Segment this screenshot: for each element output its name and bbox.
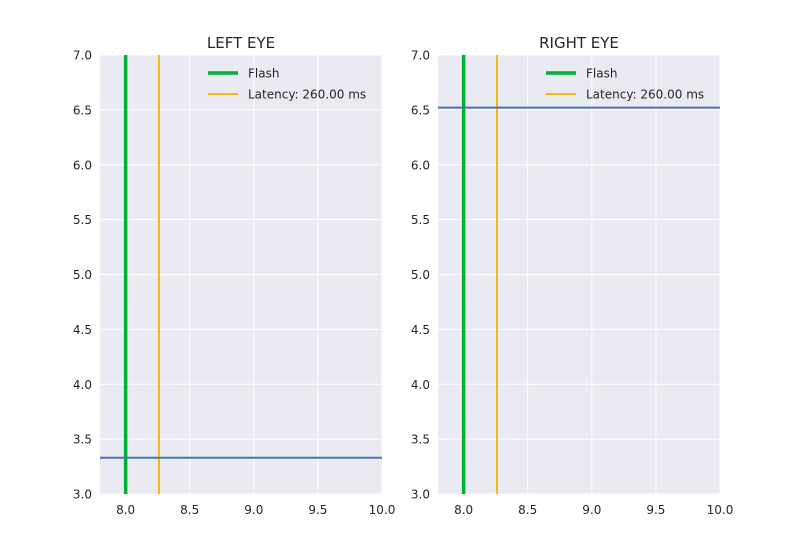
chart-panel-1: 8.0 8.5 9.0 9.5 10.0 3.0 3.5 4.0 4.5 5.0 5.5 6.0 6.5…: [73, 34, 395, 517]
x-tick-label: 8.5: [518, 503, 537, 517]
x-tick-label: 10.0: [707, 503, 734, 517]
legend-label: Flash: [586, 67, 617, 81]
y-tick-label: 7.0: [411, 49, 430, 63]
legend-label: Latency: 260.00 ms: [586, 88, 704, 102]
y-tick-label: 5.0: [411, 268, 430, 282]
chart-title: RIGHT EYE: [539, 34, 619, 52]
legend: Flash Latency: 260.00 ms: [208, 67, 366, 102]
x-tick-label: 8.0: [116, 503, 135, 517]
y-tick-label: 3.0: [411, 488, 430, 502]
series-group: [100, 55, 382, 494]
y-tick-label: 6.0: [73, 158, 92, 172]
y-tick-label: 6.5: [411, 103, 430, 117]
y-tick-label: 4.0: [73, 378, 92, 392]
chart-title: LEFT EYE: [207, 34, 275, 52]
x-tick-label: 9.0: [582, 503, 601, 517]
x-tick-label: 9.0: [244, 503, 263, 517]
legend: Flash Latency: 260.00 ms: [546, 67, 704, 102]
y-tick-label: 5.5: [73, 213, 92, 227]
chart-panel-2: 8.0 8.5 9.0 9.5 10.0 3.0 3.5 4.0 4.5 5.0 5.5 6.0 6.5…: [411, 34, 733, 517]
y-tick-label: 4.0: [411, 378, 430, 392]
legend-label: Latency: 260.00 ms: [248, 88, 366, 102]
x-tick-label: 8.5: [180, 503, 199, 517]
legend-label: Flash: [248, 67, 279, 81]
y-tick-label: 3.5: [73, 433, 92, 447]
y-tick-label: 7.0: [73, 49, 92, 63]
x-tick-label: 8.0: [454, 503, 473, 517]
y-tick-label: 5.5: [411, 213, 430, 227]
y-tick-label: 6.0: [411, 158, 430, 172]
y-tick-label: 4.5: [411, 323, 430, 337]
y-tick-label: 5.0: [73, 268, 92, 282]
x-tick-label: 10.0: [369, 503, 396, 517]
y-tick-label: 6.5: [73, 103, 92, 117]
y-tick-label: 3.5: [411, 433, 430, 447]
y-tick-label: 3.0: [73, 488, 92, 502]
y-tick-label: 4.5: [73, 323, 92, 337]
x-tick-label: 9.5: [308, 503, 327, 517]
series-group: [438, 55, 720, 494]
x-tick-label: 9.5: [646, 503, 665, 517]
